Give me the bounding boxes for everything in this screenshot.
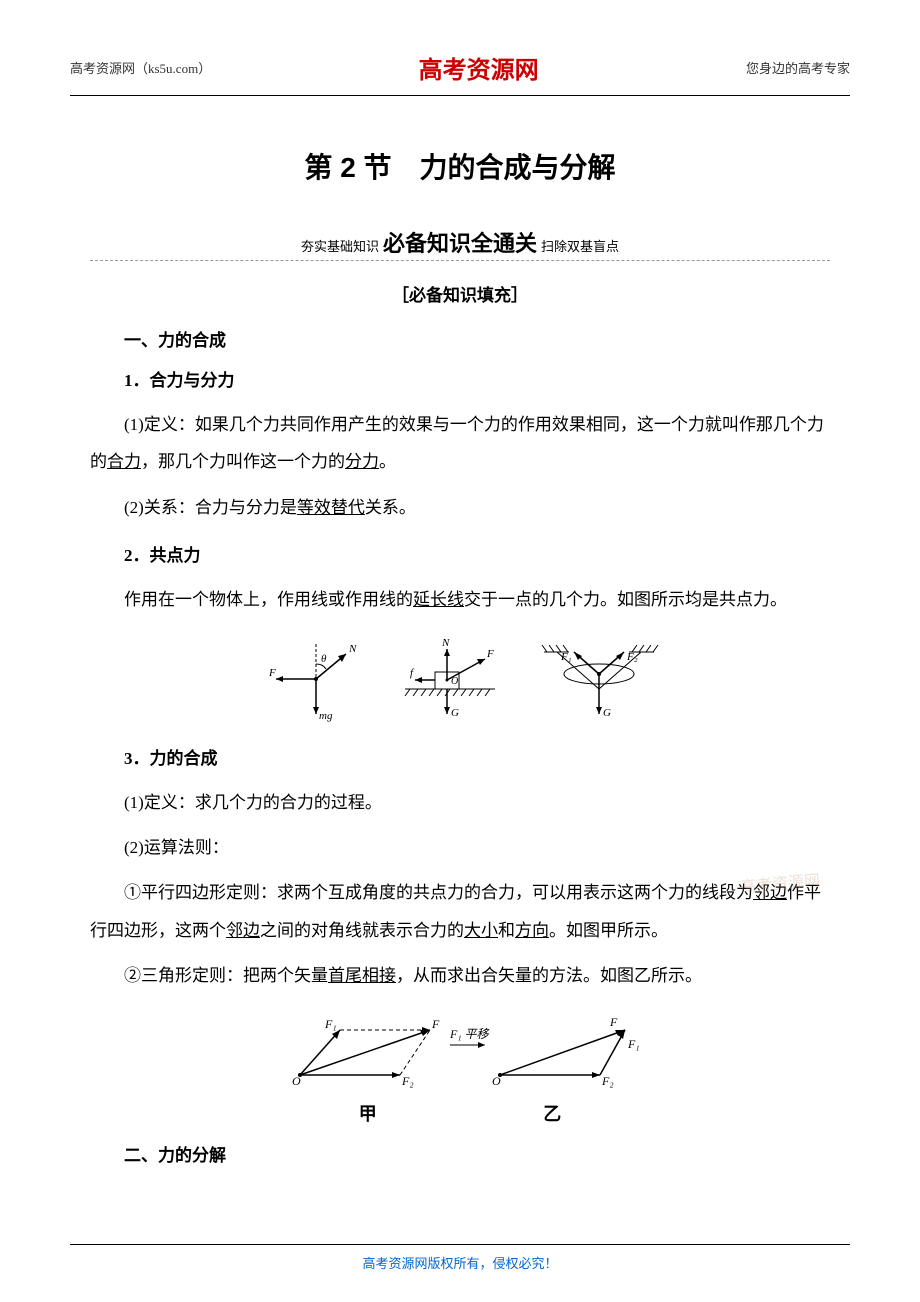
text-span: 和 [498,921,515,940]
caption-yi: 乙 [462,1100,642,1126]
underline-text: 分力 [345,452,379,471]
subtitle-left: 夯实基础知识 [301,239,379,254]
paragraph-1-3-3: ①平行四边形定则：求两个互成角度的共点力的合力，可以用表示这两个力的线段为邻边作… [90,874,830,949]
svg-text:f: f [410,667,415,679]
text-span: 关系。 [365,498,416,517]
svg-text:F₁: F₁ [627,1037,640,1051]
paragraph-1-2-1: 作用在一个物体上，作用线或作用线的延长线交于一点的几个力。如图所示均是共点力。 [90,581,830,618]
text-span: 交于一点的几个力。如图所示均是共点力。 [464,590,787,609]
text-span: 之间的对角线就表示合力的 [260,921,464,940]
svg-text:G: G [451,707,459,719]
svg-text:F: F [486,648,494,660]
text-span: ②三角形定则：把两个矢量 [124,966,328,985]
header-center-logo: 高考资源网 [419,50,539,85]
paragraph-1-3-2: (2)运算法则： [90,829,830,866]
svg-text:F: F [268,667,276,679]
diagram-2: N F f O G [385,634,505,724]
paragraph-1-3-1: (1)定义：求几个力的合力的过程。 [90,784,830,821]
underline-text: 方向 [515,921,549,940]
text-span: 。 [379,452,396,471]
page-footer: 高考资源网版权所有，侵权必究！ [70,1244,850,1272]
subtitle-right: 扫除双基盲点 [541,239,619,254]
page-header: 高考资源网（ks5u.com） 高考资源网 您身边的高考专家 [70,0,850,96]
underline-text: 等效替代 [297,498,365,517]
parallelogram-diagram: O F₁ F₂ F F₁ 平移 O F₂ F₁ F 甲 乙 [90,1010,830,1126]
page-title: 第 2 节 力的合成与分解 [90,146,830,186]
paragraph-1-1-1: (1)定义：如果几个力共同作用产生的效果与一个力的作用效果相同，这一个力就叫作那… [90,406,830,481]
caption-jia: 甲 [278,1100,458,1126]
svg-text:O: O [451,676,458,687]
underline-text: 邻边 [226,921,260,940]
text-span: (2)关系：合力与分力是 [124,498,297,517]
subheading-1-3: 3．力的合成 [90,744,830,769]
svg-text:O: O [292,1074,301,1088]
svg-text:F: F [431,1017,440,1031]
text-span: 。如图甲所示。 [549,921,668,940]
paragraph-1-1-2: (2)关系：合力与分力是等效替代关系。 [90,489,830,526]
svg-text:N: N [441,637,450,649]
underline-text: 首尾相接 [328,966,396,985]
diagram-4: O F₁ F₂ F F₁ 平移 O F₂ F₁ F [270,1010,650,1090]
svg-text:O: O [492,1074,501,1088]
subtitle-center: 必备知识全通关 [383,231,537,256]
section-header: ［必备知识填充］ [90,281,830,306]
text-span: 作用在一个物体上，作用线或作用线的 [124,590,413,609]
header-right-text: 您身边的高考专家 [746,58,850,77]
diagram-3: F₁ F₂ G [529,634,669,724]
svg-text:F₂: F₂ [601,1074,614,1088]
svg-text:F: F [609,1015,618,1029]
svg-text:G: G [603,707,611,719]
paragraph-1-3-4: ②三角形定则：把两个矢量首尾相接，从而求出合矢量的方法。如图乙所示。 [90,957,830,994]
svg-text:F₂: F₂ [626,651,638,663]
concurrent-forces-diagram: θ N F mg N F f O G [90,634,830,729]
header-left-text: 高考资源网（ks5u.com） [70,58,211,77]
diagram-1: θ N F mg [251,634,361,724]
text-span: ，从而求出合矢量的方法。如图乙所示。 [396,966,702,985]
svg-text:F₁: F₁ [560,651,572,663]
svg-text:F₂: F₂ [401,1074,414,1088]
text-span: ，那几个力叫作这一个力的 [141,452,345,471]
svg-text:F₁: F₁ [324,1017,337,1031]
main-content: 第 2 节 力的合成与分解 夯实基础知识 必备知识全通关 扫除双基盲点 ［必备知… [0,96,920,1201]
underline-text: 合力 [107,452,141,471]
subtitle-banner: 夯实基础知识 必备知识全通关 扫除双基盲点 [90,226,830,261]
text-span: ①平行四边形定则：求两个互成角度的共点力的合力，可以用表示这两个力的线段为 [124,883,753,902]
svg-text:N: N [348,643,357,655]
underline-text: 延长线 [413,590,464,609]
heading-1: 一、力的合成 [90,326,830,351]
diagram-captions: 甲 乙 [90,1100,830,1126]
svg-text:F₁ 平移: F₁ 平移 [449,1027,490,1041]
svg-text:mg: mg [319,710,333,722]
underline-text: 大小 [464,921,498,940]
subheading-1-1: 1．合力与分力 [90,366,830,391]
heading-2: 二、力的分解 [90,1141,830,1166]
subheading-1-2: 2．共点力 [90,541,830,566]
svg-text:θ: θ [321,653,327,665]
